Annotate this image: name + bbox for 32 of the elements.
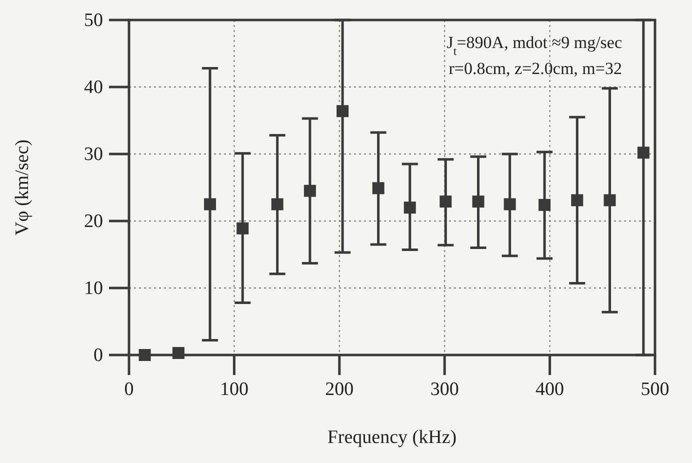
point [504,198,516,210]
y-tick-label: 10 [84,278,103,299]
point [571,194,584,206]
x-tick-label: 500 [640,379,670,400]
point [204,198,216,210]
point [372,182,384,194]
point [271,198,284,210]
point [304,184,316,197]
point [440,196,452,208]
y-tick-label: 40 [84,77,103,98]
point [336,105,349,118]
point [236,222,249,234]
point [637,146,650,159]
point [538,198,551,211]
point [404,202,416,214]
y-tick-label: 20 [84,211,103,232]
x-tick-label: 100 [220,379,248,400]
x-tick-label: 400 [536,379,564,400]
point [138,349,151,361]
y-axis-title: Vφ (km/sec) [12,140,33,236]
point [172,346,184,359]
point [472,196,484,208]
point [604,194,616,206]
y-tick-label: 50 [84,10,103,31]
y-tick-label: 30 [84,144,103,165]
annotation: J$_{t}$=890A, mdot ≈9 mg/sec [446,33,622,58]
x-tick-label: 300 [430,379,459,400]
annotation: r=0.8cm, z=2.0cm, m=32 [448,59,622,78]
x-tick-label: 0 [124,379,134,400]
x-tick-label: 200 [325,379,354,400]
y-tick-label: 0 [94,345,103,366]
x-axis-title: Frequency (kHz) [327,427,457,448]
